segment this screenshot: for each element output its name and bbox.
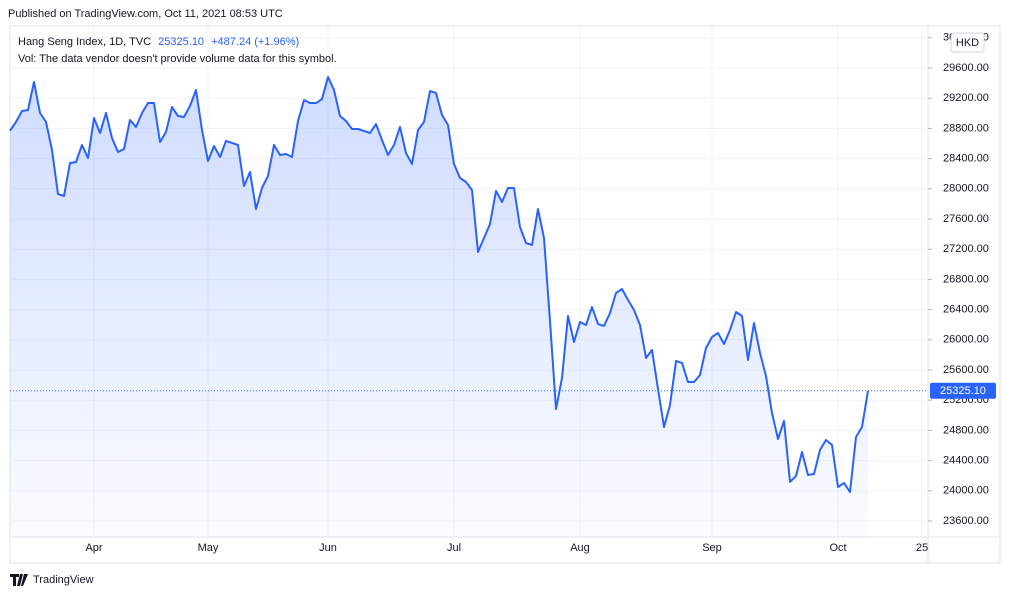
- y-tick-label: 24400.00: [943, 455, 989, 467]
- currency-label[interactable]: HKD: [956, 37, 979, 49]
- y-tick-label: 26800.00: [943, 273, 989, 285]
- x-tick-label: May: [198, 542, 219, 554]
- brand-icon: [10, 574, 28, 586]
- x-tick-label: Sep: [702, 542, 722, 554]
- y-tick-label: 24000.00: [943, 485, 989, 497]
- y-tick-label: 27600.00: [943, 213, 989, 225]
- price-line: [9, 75, 869, 494]
- y-tick-label: 29600.00: [943, 62, 989, 74]
- legend-change: +487.24 (+1.96%): [211, 36, 299, 48]
- y-tick-label: 28000.00: [943, 183, 989, 195]
- legend-last-value: 25325.10: [158, 36, 204, 48]
- x-tick-label: Jul: [447, 542, 461, 554]
- y-tick-label: 28800.00: [943, 122, 989, 134]
- last-price-badge: [930, 382, 996, 399]
- legend-title: Hang Seng Index, 1D, TVC: [18, 36, 151, 48]
- x-tick-label: Apr: [85, 542, 102, 554]
- y-tick-label: 23600.00: [943, 515, 989, 527]
- y-tick-label: 29200.00: [943, 92, 989, 104]
- y-tick-label: 24800.00: [943, 424, 989, 436]
- last-price-label: 25325.10: [940, 385, 986, 397]
- plot: [9, 75, 928, 537]
- x-tick-label: Aug: [570, 542, 590, 554]
- annotation: Vol: The data vendor doesn't provide vol…: [18, 53, 337, 65]
- legend: Hang Seng Index, 1D, TVC 25325.10 +487.2…: [18, 36, 299, 48]
- y-tick-label: 26400.00: [943, 304, 989, 316]
- x-tick-label: Jun: [319, 542, 337, 554]
- y-tick-label: 27200.00: [943, 243, 989, 255]
- y-tick-label: 28400.00: [943, 153, 989, 165]
- brand-logo: TradingView: [10, 574, 94, 586]
- x-tick-label: 25: [916, 542, 928, 554]
- area-fill: [10, 76, 868, 537]
- published-note: Published on TradingView.com, Oct 11, 20…: [8, 8, 283, 20]
- brand-name: TradingView: [33, 574, 94, 586]
- y-tick-label: 26000.00: [943, 334, 989, 346]
- x-tick-label: Oct: [829, 542, 846, 554]
- currency-box[interactable]: [950, 32, 985, 53]
- y-tick-label: 25600.00: [943, 364, 989, 376]
